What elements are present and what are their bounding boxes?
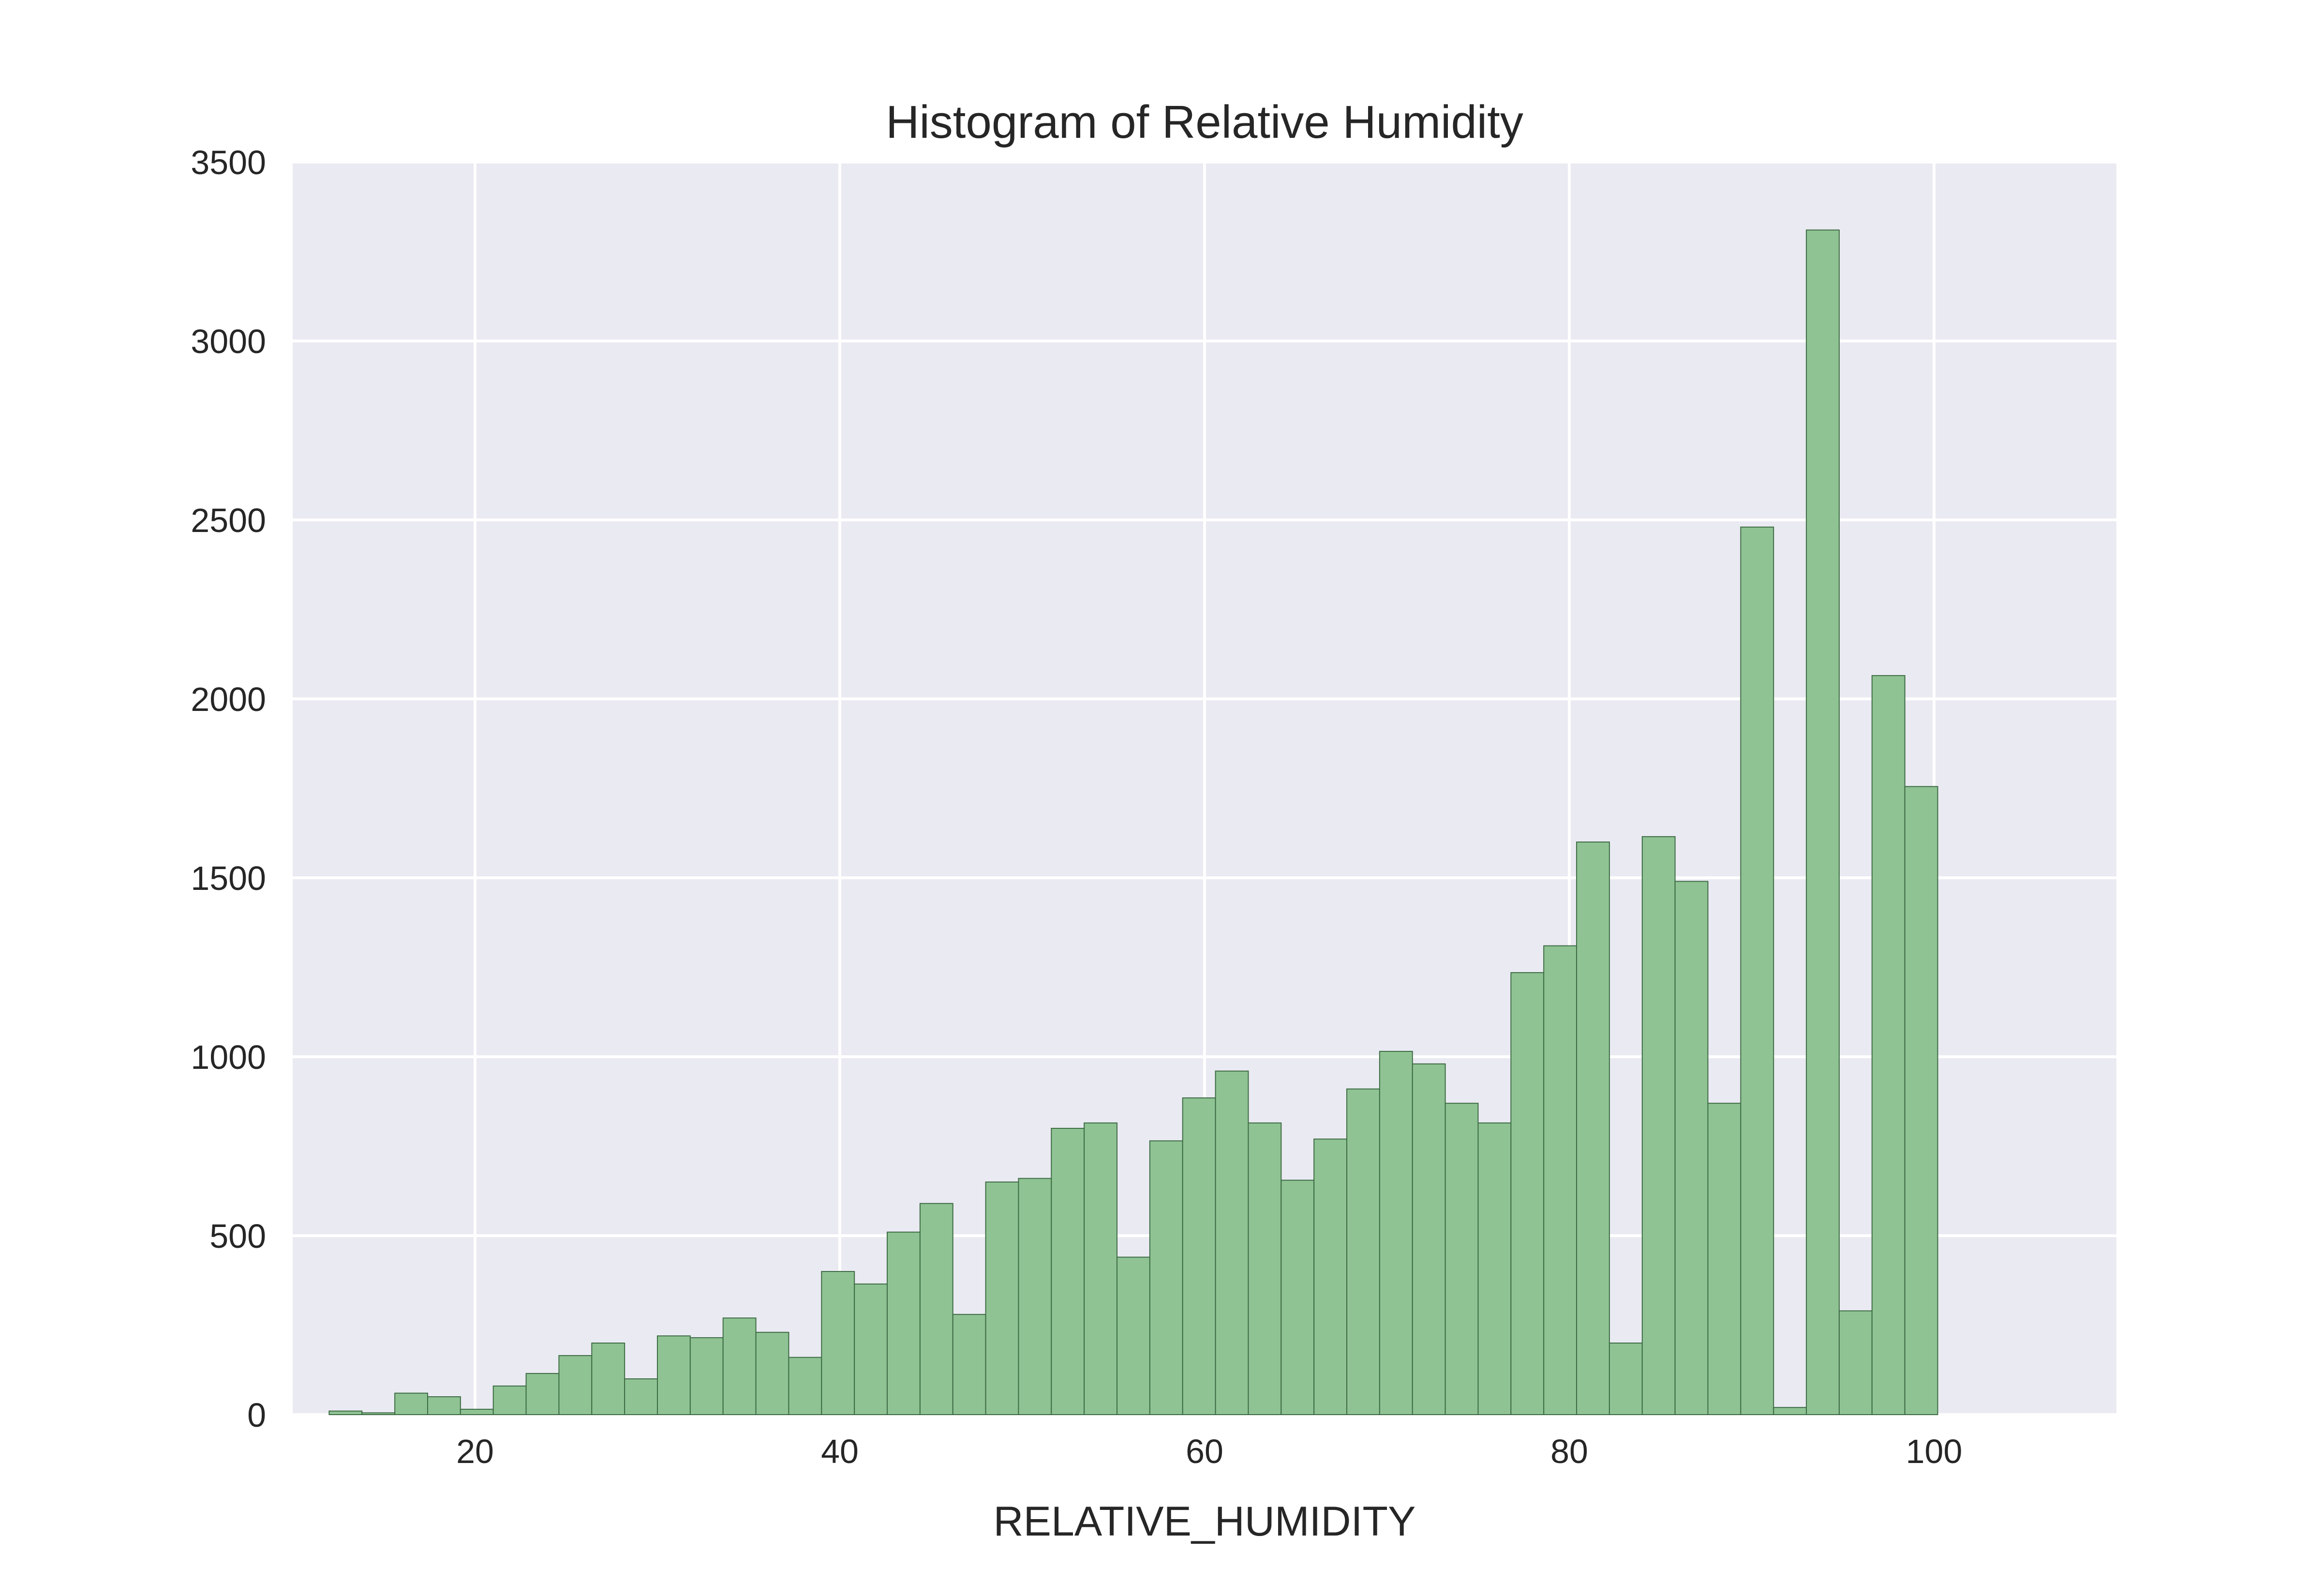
histogram-bar (1773, 1407, 1807, 1415)
y-tick-label: 2500 (191, 502, 266, 539)
x-axis-label: RELATIVE_HUMIDITY (994, 1498, 1416, 1545)
histogram-bar (1248, 1122, 1282, 1415)
y-tick-label: 1500 (191, 859, 266, 897)
histogram-bar (854, 1283, 888, 1415)
histogram-bar (1806, 229, 1840, 1415)
histogram-bar (1740, 526, 1774, 1415)
histogram-bar (1379, 1050, 1413, 1415)
histogram-bar (689, 1337, 724, 1415)
histogram-bar (755, 1331, 789, 1416)
histogram-bar (427, 1396, 461, 1415)
histogram-bar (328, 1410, 363, 1416)
histogram-bar (952, 1314, 986, 1416)
histogram-bar (1444, 1103, 1479, 1415)
histogram-bar (525, 1373, 560, 1415)
x-tick-label: 40 (821, 1433, 859, 1470)
histogram-bar (558, 1355, 593, 1415)
histogram-bar (1576, 842, 1610, 1415)
histogram-bar (1674, 881, 1709, 1415)
histogram-bar (1838, 1310, 1873, 1415)
histogram-bar (1346, 1088, 1380, 1416)
y-tick-label: 3500 (191, 144, 266, 181)
histogram-bar (1313, 1138, 1348, 1415)
y-tick-label: 3000 (191, 323, 266, 360)
chart-title: Histogram of Relative Humidity (886, 96, 1523, 148)
y-tick-label: 0 (247, 1396, 266, 1434)
histogram-bar (1149, 1140, 1183, 1415)
histogram-bar (1707, 1103, 1742, 1415)
histogram-bar (624, 1378, 658, 1415)
histogram-bar (1608, 1343, 1643, 1415)
x-tick-label: 80 (1550, 1433, 1588, 1470)
histogram-bar (460, 1408, 494, 1415)
y-tick-label: 2000 (191, 680, 266, 718)
histogram-bar (591, 1343, 625, 1415)
histogram-bar (887, 1231, 921, 1416)
histogram-bar (361, 1412, 396, 1416)
histogram-bar (657, 1335, 691, 1415)
y-tick-label: 500 (209, 1217, 266, 1255)
histogram-bar (1084, 1122, 1118, 1415)
histogram-bar (1412, 1063, 1446, 1416)
x-tick-label: 20 (456, 1433, 494, 1470)
histogram-bar (1477, 1122, 1512, 1415)
histogram-bar (1510, 972, 1545, 1415)
histogram-bar (788, 1357, 822, 1416)
y-tick-label: 1000 (191, 1038, 266, 1076)
histogram-bar (394, 1392, 428, 1416)
histogram-bars (328, 229, 1938, 1416)
histogram-bar (985, 1182, 1019, 1415)
histogram-bar (919, 1203, 953, 1415)
histogram-bar (1871, 675, 1905, 1415)
x-tick-label: 60 (1186, 1433, 1223, 1470)
x-tick-label: 100 (1906, 1433, 1963, 1470)
histogram-bar (492, 1385, 527, 1416)
histogram-bar (821, 1271, 855, 1415)
histogram-bar (1018, 1178, 1052, 1416)
histogram-bar (1051, 1128, 1085, 1415)
histogram-bar (1904, 786, 1938, 1415)
histogram-bar (722, 1317, 757, 1415)
histogram-bar (1182, 1097, 1216, 1416)
histogram-bar (1116, 1256, 1150, 1415)
histogram-bar (1280, 1180, 1315, 1416)
histogram-bar (1543, 945, 1578, 1415)
histogram-bar (1641, 836, 1676, 1415)
histogram-bar (1215, 1070, 1249, 1416)
